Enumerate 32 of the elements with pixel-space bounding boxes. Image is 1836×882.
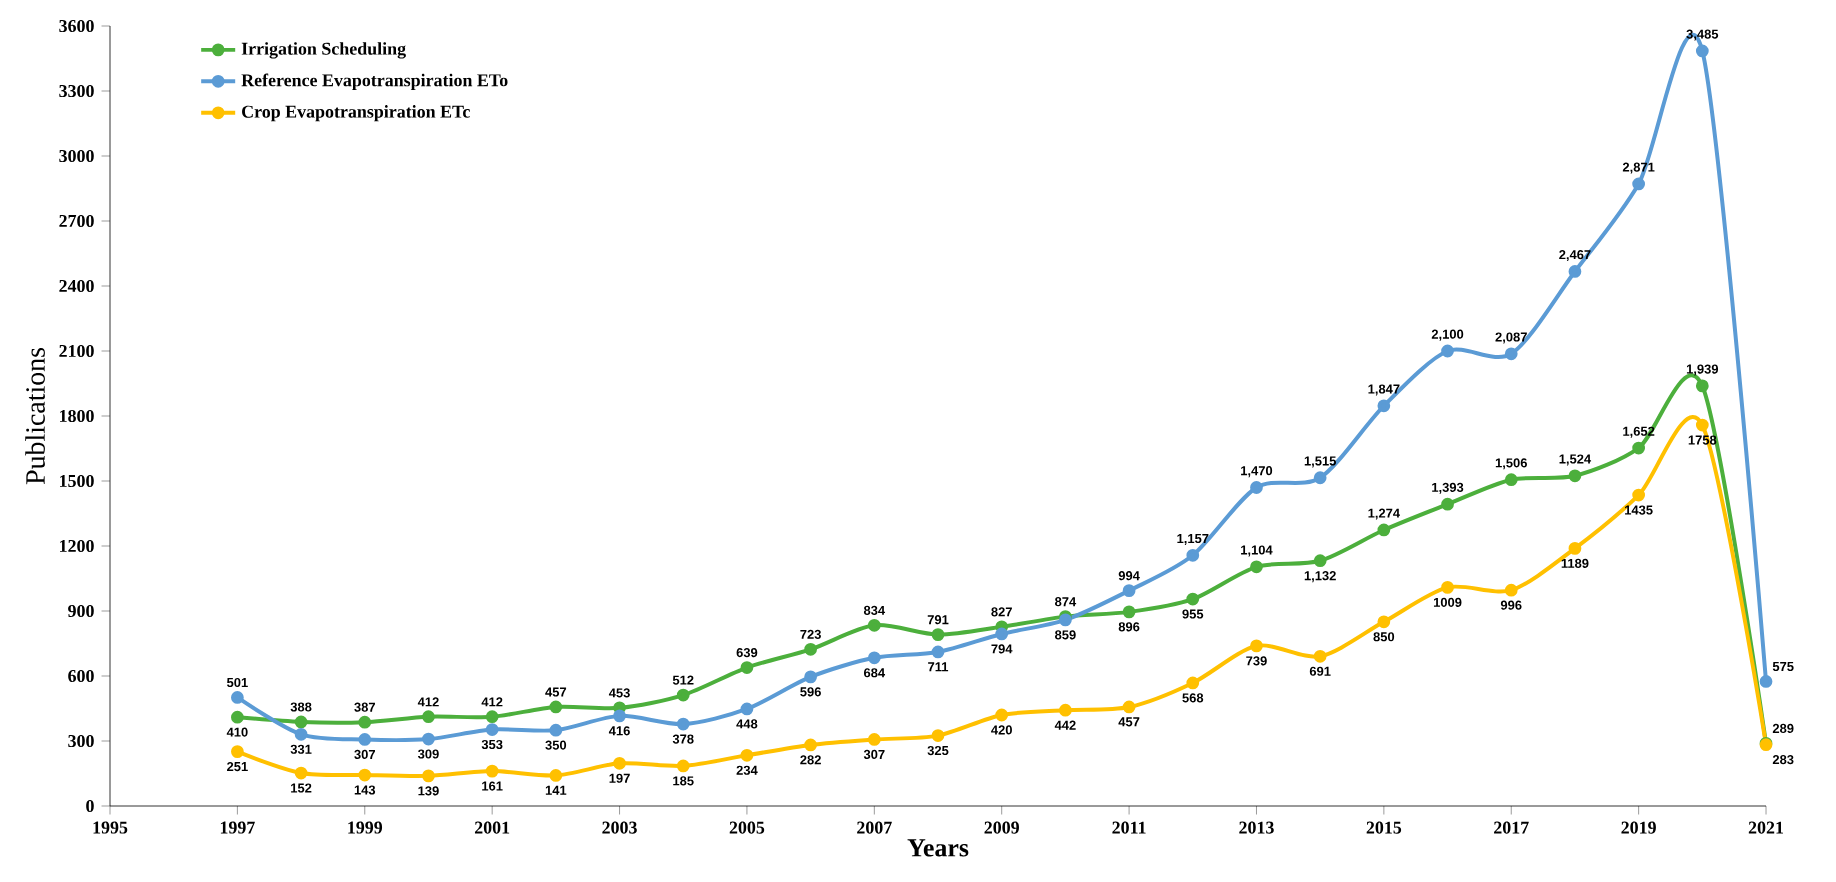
x-tick-label: 2013 bbox=[1239, 821, 1274, 834]
x-tick-label: 1997 bbox=[220, 821, 255, 834]
y-tick-label: 1500 bbox=[60, 474, 94, 488]
x-tick-label: 2021 bbox=[1748, 821, 1784, 834]
x-axis-title: Years bbox=[907, 839, 969, 857]
y-tick-label: 1200 bbox=[60, 539, 94, 553]
x-tick-label: 2015 bbox=[1366, 821, 1402, 834]
x-tick-label: 1999 bbox=[348, 821, 383, 834]
y-tick-label: 0 bbox=[86, 799, 94, 813]
x-tick-label: 2003 bbox=[602, 821, 637, 834]
x-tick-label: 1995 bbox=[93, 821, 128, 834]
y-tick-label: 900 bbox=[68, 604, 94, 618]
x-tick-label: 2011 bbox=[1112, 821, 1146, 834]
x-tick-label: 2007 bbox=[857, 821, 892, 834]
y-tick-label: 3300 bbox=[59, 84, 94, 98]
y-tick-label: 2400 bbox=[59, 279, 94, 293]
y-axis-title: Publications bbox=[25, 348, 45, 485]
x-tick-label: 2001 bbox=[474, 821, 510, 834]
x-tick-label: 2005 bbox=[729, 821, 765, 834]
x-tick-label: 2009 bbox=[984, 821, 1019, 834]
y-tick-label: 300 bbox=[68, 734, 94, 748]
y-tick-label: 2100 bbox=[59, 344, 94, 358]
y-tick-label: 3000 bbox=[59, 149, 94, 163]
x-tick-label: 2019 bbox=[1621, 821, 1656, 834]
legend-label: Irrigation Scheduling bbox=[241, 42, 406, 59]
y-tick-label: 1800 bbox=[60, 409, 94, 423]
y-tick-label: 2700 bbox=[59, 214, 94, 228]
legend-label: Crop Evapotranspiration ETc bbox=[242, 105, 470, 122]
legend-label: Reference Evapotranspiration ETo bbox=[241, 73, 508, 90]
y-tick-label: 600 bbox=[68, 669, 94, 683]
x-tick-label: 2017 bbox=[1494, 821, 1529, 834]
y-tick-label: 3600 bbox=[59, 19, 94, 33]
